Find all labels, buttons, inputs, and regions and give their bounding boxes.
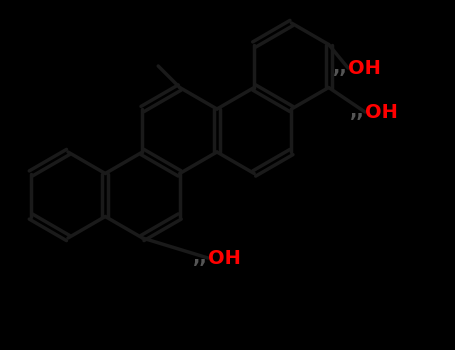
Text: OH: OH [208,248,241,267]
Text: ,,: ,, [350,103,365,121]
Text: OH: OH [348,58,381,77]
Text: OH: OH [365,103,398,121]
Text: ,,: ,, [193,248,208,267]
Text: ,,: ,, [333,58,348,77]
